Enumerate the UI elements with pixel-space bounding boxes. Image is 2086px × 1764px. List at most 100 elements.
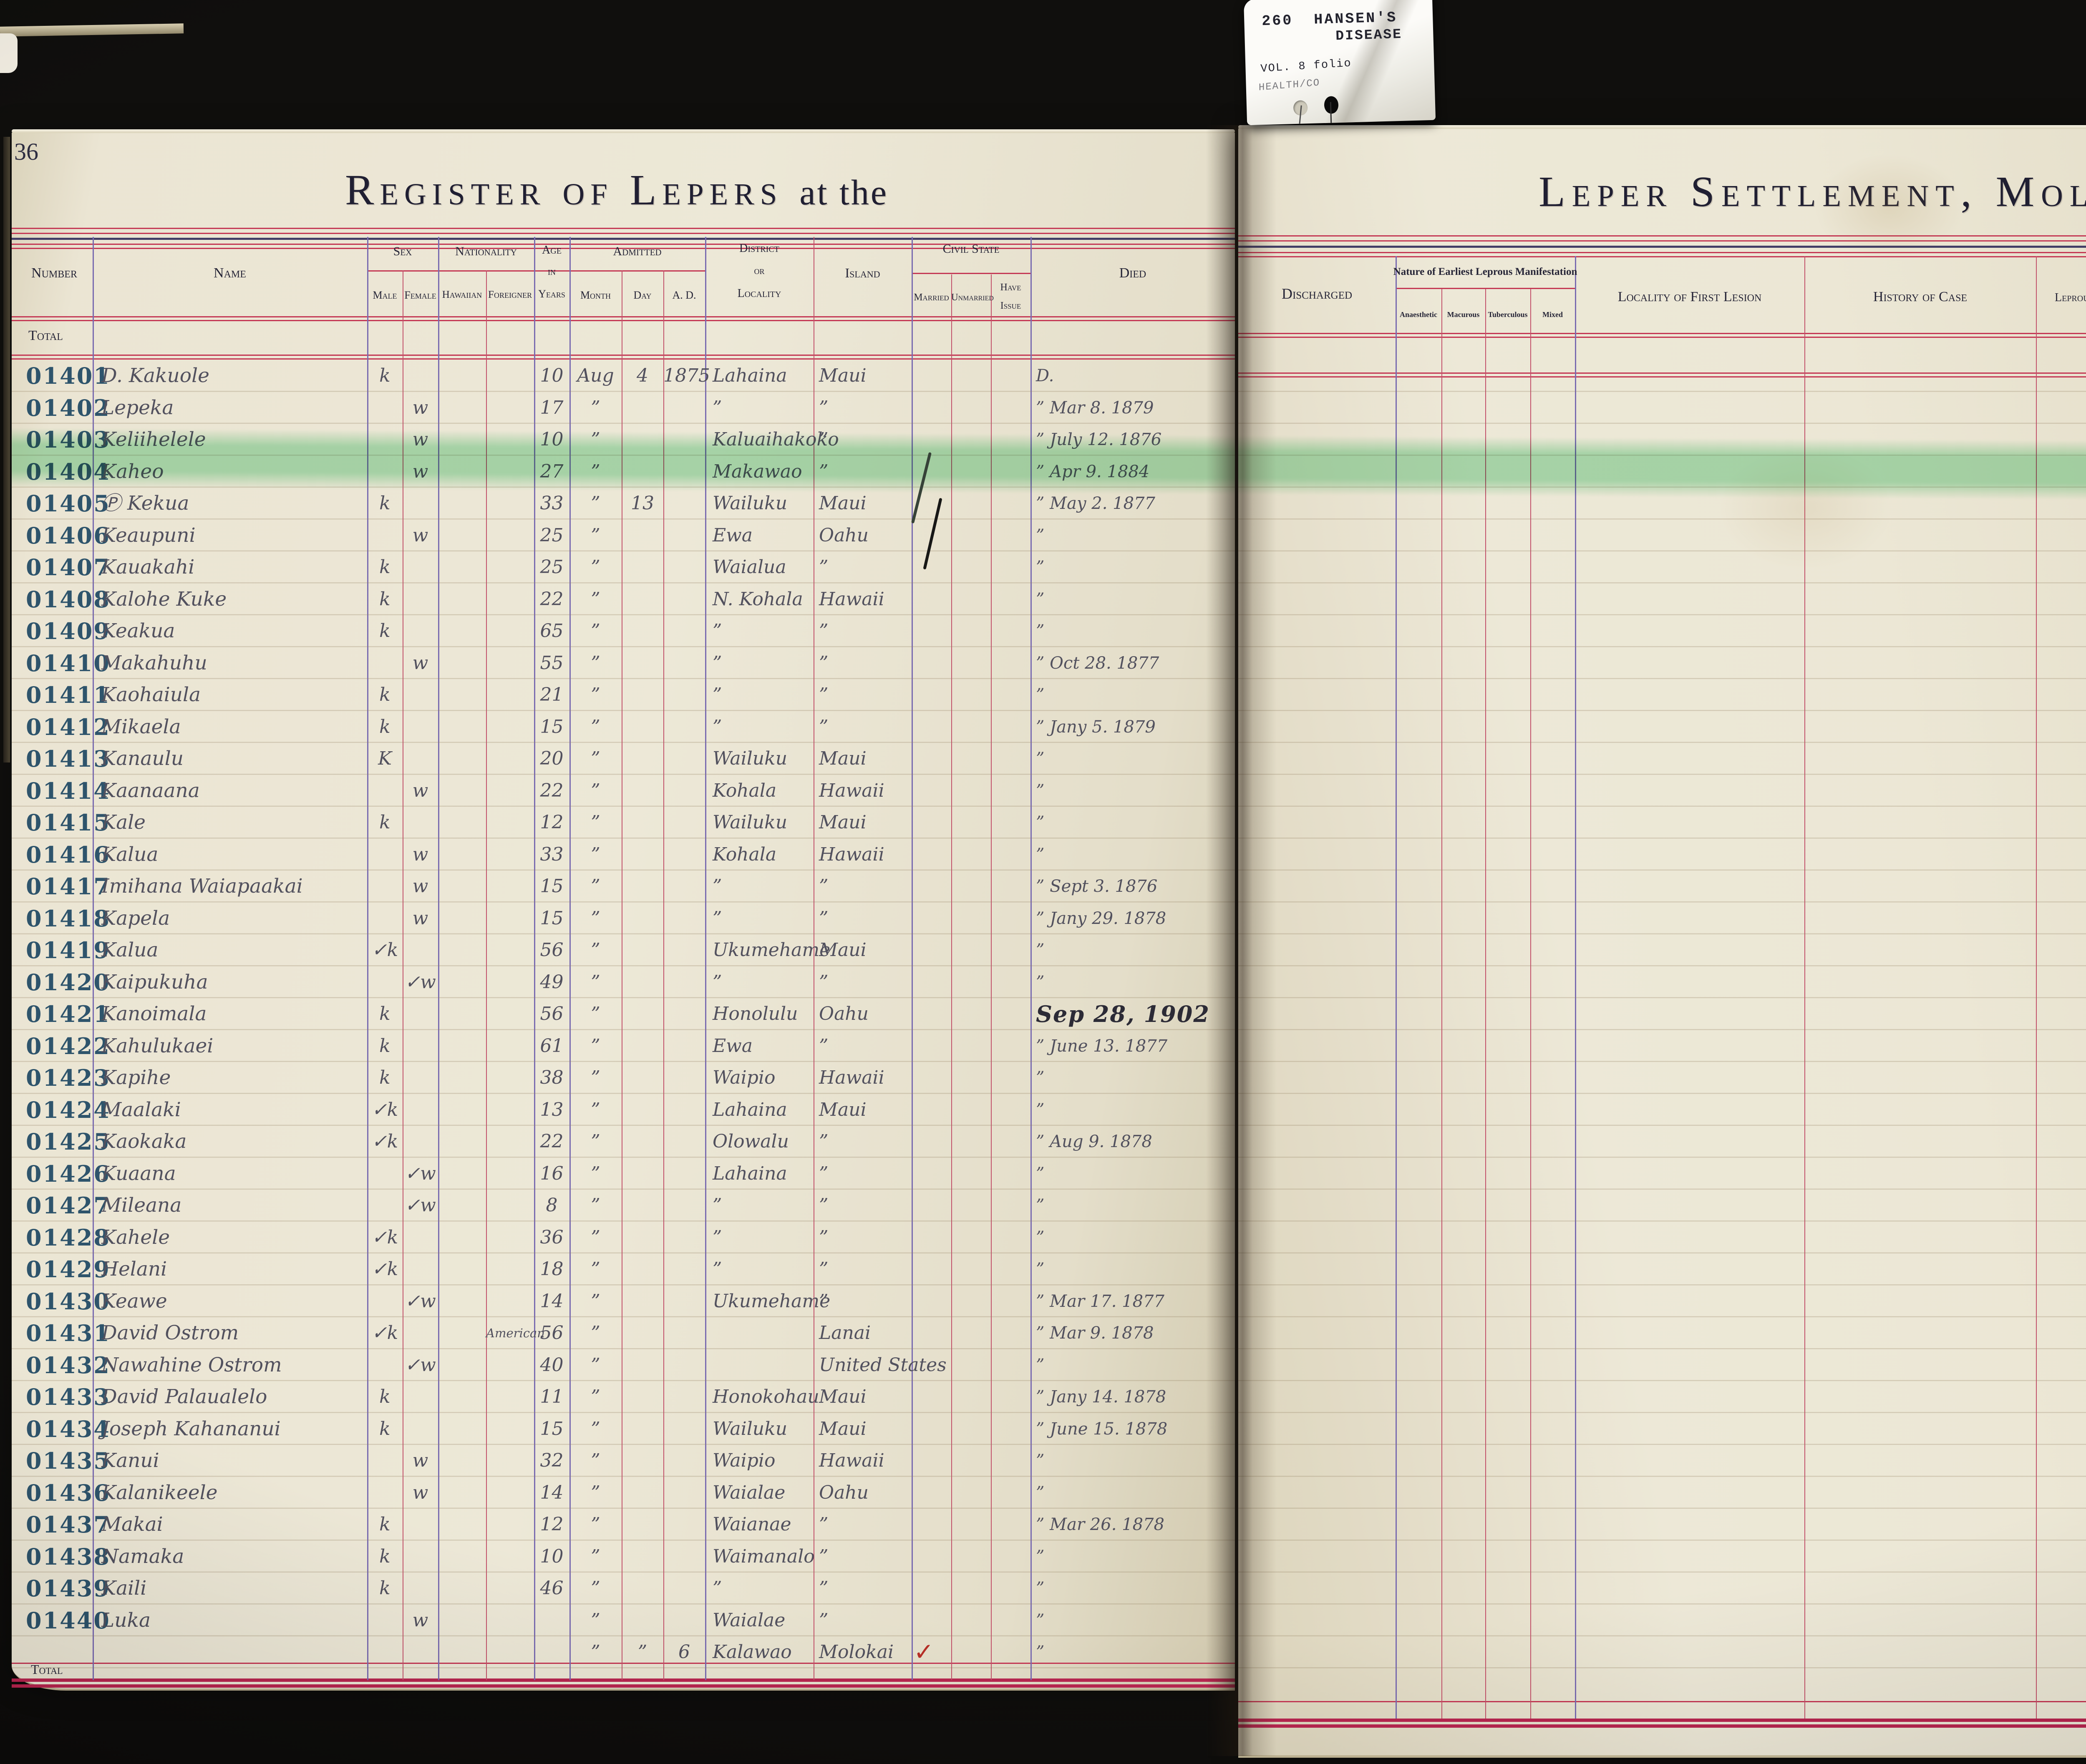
table-row: 01440 Luka w ” Waialae ” ” [12,1605,1235,1637]
table-row: 01419 Kalua ✓k 56 ” Ukumehame Maui ” [12,934,1235,966]
row-nationality-hawaiian [438,1286,486,1316]
row-admitted-day [622,1605,663,1636]
row-check-mark [914,616,951,646]
row-admitted-day [622,1223,663,1253]
row-nationality-foreigner [486,1223,535,1253]
row-admitted-day [622,840,663,870]
row-died: ” July 12. 1876 [1036,430,1162,449]
row-unmarried [951,1223,991,1253]
row-island: United States [819,1354,947,1376]
table-row: 01410 Makahuhu w 55 ” ” ” ” Oct 28. 1877 [12,647,1235,679]
row-number: 01417 [26,873,111,900]
col-header-unmarried: Unmarried [951,292,994,302]
row-number: 01425 [26,1128,111,1155]
row-age: 15 [540,1418,564,1439]
row-died: ” [1036,972,1045,992]
table-row: 01407 Kauakahi k 25 ” Waialua ” ” [12,551,1235,584]
row-name: Mikaela [101,715,181,738]
row-unmarried [951,1573,991,1603]
row-nationality-hawaiian [438,393,486,423]
row-district: Waimanalo [713,1545,815,1567]
row-number: 01428 [26,1224,111,1251]
row-check-mark [914,361,951,391]
row-nationality-foreigner [486,712,535,742]
row-admitted-year [663,1031,705,1061]
row-number: 01408 [26,586,111,613]
row-check-mark [914,457,951,487]
row-admitted-year [663,1286,705,1316]
row-admitted-year [663,393,705,423]
row-unmarried [951,1478,991,1508]
row-nationality-foreigner [486,552,535,582]
row-nationality-foreigner [486,1542,535,1572]
row-have-issue [991,680,1030,710]
row-admitted-day [622,1159,663,1189]
row-name: Keliihelele [101,428,206,451]
row-check-mark [914,1031,951,1061]
row-number: 01439 [26,1575,111,1602]
col-header-discharged: Discharged [1281,285,1353,302]
row-district: Honokohau [713,1386,819,1407]
row-nationality-hawaiian [438,488,486,518]
row-nationality-foreigner [486,1414,535,1444]
title-left-main: Register of Lepers [345,166,783,214]
row-name: Kahulukaei [101,1034,214,1057]
row-district: ” [713,907,722,929]
row-name: David Palaualelo [101,1385,267,1408]
row-sex-female [403,1223,438,1253]
row-died: ” [1036,1100,1045,1120]
row-district: N. Kohala [713,588,803,610]
row-admitted-year [663,1063,705,1093]
row-name: Keawe [101,1289,167,1313]
col-header-have-issue-1: Have [1000,282,1021,293]
row-admitted-day [622,1446,663,1476]
row-island: Hawaii [819,588,884,610]
row-check-mark [914,1095,951,1125]
row-name: Nawahine Ostrom [101,1353,282,1376]
row-admitted-month: ” [591,397,600,418]
row-sex-female: w [412,461,428,482]
row-admitted-day [622,1254,663,1284]
row-admitted-year [663,457,705,487]
row-admitted-month: ” [591,876,600,897]
row-nationality-hawaiian [438,1190,486,1220]
row-age: 65 [540,620,564,642]
row-island: ” [819,1131,829,1152]
row-district: Olowalu [713,1131,789,1152]
row-admitted-day [622,935,663,965]
row-age: 15 [540,876,564,897]
row-unmarried [951,1095,991,1125]
row-name: David Ostrom [101,1321,239,1344]
row-admitted-month: ” [591,1482,600,1503]
page-edge-scrap [0,23,184,37]
row-nationality-foreigner [486,871,535,901]
row-admitted-year [663,680,705,710]
row-nationality-hawaiian [438,1510,486,1540]
row-unmarried [951,393,991,423]
row-died: D. [1036,366,1054,385]
row-died: ” Sept 3. 1876 [1036,877,1158,896]
row-sex-male [367,393,403,423]
row-died: ” [1036,1164,1045,1183]
row-admitted-year [663,1159,705,1189]
row-unmarried [951,808,991,838]
row-island: ” [819,1035,829,1057]
row-name: Mileana [101,1194,182,1217]
row-admitted-month: Aug [577,365,614,386]
col-header-sex: Sex [393,244,412,258]
row-name: Kahele [101,1225,170,1249]
table-row: 01427 Mileana ✓w 8 ” ” ” ” [12,1190,1235,1222]
table-row: 01425 Kaokaka ✓k 22 ” Olowalu ” ” Aug 9.… [12,1126,1235,1158]
row-age: 20 [540,748,564,769]
col-header-month: Month [580,289,611,301]
row-number: 01403 [26,426,111,453]
row-admitted-day [622,552,663,582]
row-admitted-year [663,648,705,678]
row-number: 01402 [26,394,111,421]
row-admitted-month: ” [591,716,600,737]
table-row: 01429 Helani ✓k 18 ” ” ” ” [12,1253,1235,1286]
row-age: 13 [540,1099,564,1120]
row-island: ” [819,684,829,705]
row-admitted-month: ” [591,1099,600,1120]
row-nationality-hawaiian [438,1254,486,1284]
